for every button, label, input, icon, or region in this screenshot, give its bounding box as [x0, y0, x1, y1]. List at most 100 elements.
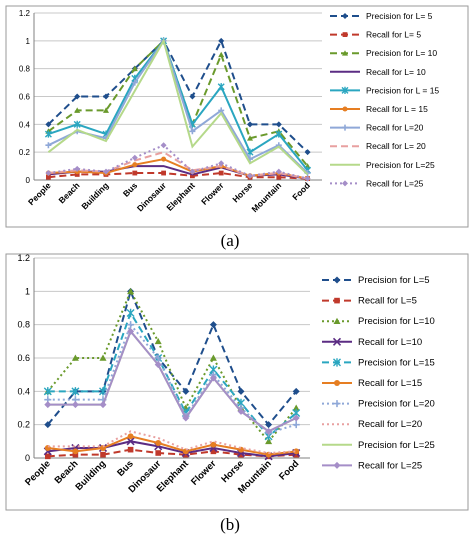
legend-marker [342, 50, 348, 56]
data-point [71, 401, 79, 409]
data-point [183, 451, 189, 458]
series-line [47, 38, 309, 153]
data-point [127, 446, 134, 453]
data-point [161, 170, 166, 176]
data-point [155, 440, 162, 446]
data-point [218, 170, 224, 176]
y-tick-label: 1.2 [17, 253, 30, 263]
data-point [189, 93, 196, 100]
y-tick-label: 0 [26, 176, 31, 185]
legend-label: Precision for L=5 [358, 275, 430, 286]
data-point [127, 287, 135, 295]
data-point [126, 437, 135, 446]
data-point [160, 142, 167, 149]
legend-marker [342, 32, 348, 37]
legend-marker [342, 124, 348, 131]
data-point [99, 354, 107, 361]
legend-marker [342, 106, 348, 112]
legend-label: Recall for L=25 [366, 178, 424, 188]
data-point [132, 170, 138, 176]
chart-frame [5, 5, 469, 228]
caption: (a) [221, 231, 240, 250]
y-tick-label: 0.4 [19, 120, 31, 129]
data-point [209, 374, 217, 382]
data-point [293, 451, 299, 458]
data-point [100, 451, 106, 458]
legend-label: Recall for L=20 [366, 123, 424, 133]
data-point [46, 174, 51, 180]
data-point [265, 437, 273, 445]
data-point [127, 433, 134, 440]
data-point [237, 407, 245, 415]
legend-marker [333, 400, 341, 408]
legend-marker [333, 358, 341, 367]
data-point [154, 361, 162, 369]
data-point [275, 130, 283, 138]
legend-marker [341, 86, 349, 94]
data-point [103, 168, 109, 175]
legend-marker [342, 180, 348, 187]
data-point [45, 170, 52, 177]
data-point [247, 135, 253, 141]
legend-label: Precision for L=25 [366, 160, 435, 170]
data-point [131, 154, 138, 161]
data-point [127, 327, 135, 335]
data-point [131, 79, 138, 86]
data-point [237, 387, 245, 395]
legend-label: Precision for L=15 [358, 357, 435, 368]
data-point [292, 387, 300, 395]
legend-label: Recall for L= 5 [366, 30, 421, 40]
data-point [265, 427, 273, 435]
y-tick-label: 0.2 [17, 420, 30, 430]
data-point [131, 65, 138, 72]
series-line [47, 440, 297, 458]
data-point [155, 450, 161, 456]
legend-label: Recall for L=5 [358, 296, 417, 307]
data-point [44, 401, 52, 409]
legend-label: Precision for L=10 [358, 316, 435, 327]
data-point [126, 308, 135, 318]
data-point [103, 93, 109, 100]
data-point [304, 175, 311, 182]
legend-label: Precision for L= 5 [366, 11, 433, 21]
legend-marker [333, 461, 341, 469]
data-point [218, 51, 225, 58]
data-point [276, 174, 282, 180]
data-point [154, 337, 162, 345]
data-point [218, 37, 225, 44]
legend-label: Recall for L = 15 [366, 104, 428, 114]
series-line [47, 448, 297, 458]
series-line [47, 310, 297, 438]
data-point [182, 414, 190, 422]
y-tick-label: 0.6 [19, 93, 31, 102]
legend-label: Recall for L=10 [358, 337, 422, 348]
legend-marker [334, 380, 340, 386]
data-point [45, 453, 51, 460]
legend-marker [333, 317, 341, 324]
legend-label: Recall for L=20 [358, 419, 422, 430]
data-point [190, 173, 195, 179]
legend-label: Recall for L= 10 [366, 67, 426, 77]
series-line [48, 144, 308, 180]
data-point [247, 172, 253, 179]
data-point [238, 451, 244, 458]
data-point [74, 107, 81, 113]
data-point [161, 156, 167, 162]
series-line [48, 38, 309, 171]
legend-label: Recall for L= 20 [366, 141, 426, 151]
series-line [47, 322, 297, 435]
series-line [47, 38, 309, 176]
data-point [210, 441, 217, 448]
y-tick-label: 1.2 [19, 9, 31, 18]
legend-label: Precision for L=25 [358, 440, 435, 451]
data-point [127, 321, 135, 329]
data-point [265, 421, 273, 429]
data-point [292, 414, 300, 422]
data-point [71, 387, 80, 396]
data-point [43, 387, 52, 396]
data-point [210, 448, 217, 455]
y-tick-label: 0.4 [17, 386, 30, 396]
caption: (b) [220, 515, 240, 534]
legend-label: Recall for L=25 [358, 460, 422, 471]
